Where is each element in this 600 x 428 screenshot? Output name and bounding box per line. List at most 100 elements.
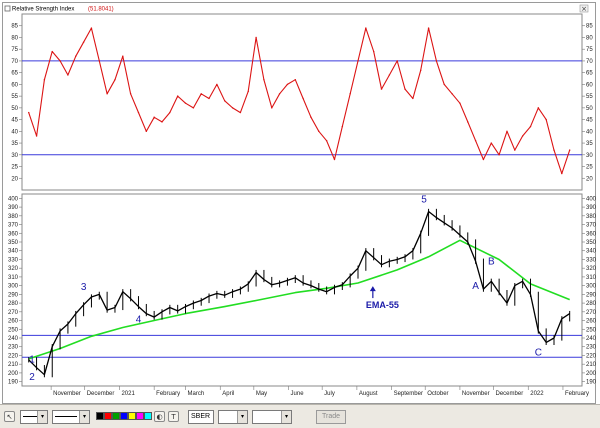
rsi-point bbox=[208, 97, 210, 100]
rsi-reference-lines bbox=[22, 60, 582, 156]
period-select[interactable]: ▾ bbox=[218, 410, 248, 424]
rsi-point bbox=[106, 93, 108, 95]
cursor-icon[interactable]: ↖ bbox=[4, 411, 15, 422]
wave-label: 2 bbox=[29, 372, 35, 383]
rsi-point bbox=[498, 154, 500, 156]
rsi-point bbox=[67, 74, 69, 76]
rsi-point bbox=[349, 93, 351, 95]
wave-label: 3 bbox=[81, 282, 87, 293]
wave-label: 4 bbox=[136, 314, 142, 325]
rsi-left-tick-label: 30 bbox=[11, 153, 18, 159]
rsi-left-tick-label: 55 bbox=[11, 94, 18, 100]
rsi-point bbox=[255, 36, 257, 39]
ema-series bbox=[28, 239, 570, 360]
rsi-point bbox=[474, 140, 477, 142]
rsi-left-tick-label: 25 bbox=[11, 165, 18, 171]
symbol-select[interactable]: SBER bbox=[188, 410, 214, 424]
rsi-point bbox=[43, 79, 46, 81]
date-tick-label: August bbox=[359, 391, 378, 397]
rsi-point bbox=[224, 100, 226, 102]
color-swatch[interactable] bbox=[136, 412, 144, 420]
rsi-panel bbox=[21, 13, 583, 191]
close-pane-button[interactable]: × bbox=[579, 4, 589, 13]
rsi-point bbox=[435, 60, 438, 62]
rsi-point bbox=[153, 116, 155, 118]
price-left-tick-label: 220 bbox=[8, 353, 19, 359]
rsi-title-checkbox[interactable] bbox=[4, 5, 11, 12]
date-tick-label: May bbox=[256, 391, 267, 397]
rsi-point bbox=[184, 102, 187, 104]
rsi-point bbox=[404, 88, 406, 90]
rsi-left-tick-label: 80 bbox=[11, 35, 18, 41]
trade-button[interactable]: Trade bbox=[316, 410, 346, 424]
price-right-tick-label: 310 bbox=[586, 275, 597, 281]
price-right-tick-label: 250 bbox=[586, 327, 597, 333]
rsi-point bbox=[568, 149, 571, 151]
rsi-right-tick-label: 50 bbox=[586, 106, 593, 112]
rsi-left-tick-label: 85 bbox=[11, 24, 18, 30]
price-right-tick-label: 320 bbox=[586, 266, 597, 272]
wave-annotations: 1 2 3 4 5 A B C EMA-55 bbox=[29, 195, 542, 383]
price-left-tick-label: 240 bbox=[8, 336, 19, 342]
close-icon: × bbox=[581, 5, 587, 13]
date-tick-label: June bbox=[291, 391, 305, 397]
chevron-down-icon: ▾ bbox=[37, 411, 47, 423]
wave-label: 5 bbox=[421, 195, 427, 206]
rsi-point bbox=[325, 140, 328, 142]
color-swatch[interactable] bbox=[104, 412, 112, 420]
wave-label: 1 bbox=[29, 354, 35, 365]
price-right-tick-label: 230 bbox=[586, 345, 597, 351]
rsi-point bbox=[216, 83, 218, 86]
color-swatch[interactable] bbox=[96, 412, 104, 420]
rsi-point bbox=[278, 93, 281, 95]
chevron-down-icon: ▾ bbox=[79, 411, 89, 423]
rsi-point bbox=[59, 60, 61, 62]
wave-label: A bbox=[472, 281, 479, 292]
rsi-left-tick-label: 65 bbox=[11, 71, 18, 77]
color-swatch[interactable] bbox=[120, 412, 128, 420]
color-swatch[interactable] bbox=[128, 412, 136, 420]
line-width-select[interactable]: ▾ bbox=[52, 410, 90, 424]
rsi-point bbox=[263, 79, 265, 81]
palette-icon[interactable]: ◐ bbox=[154, 411, 165, 422]
chevron-down-icon: ▾ bbox=[237, 411, 247, 423]
price-left-tick-label: 310 bbox=[8, 275, 19, 281]
rsi-point bbox=[145, 130, 148, 133]
symbol-value: SBER bbox=[191, 413, 211, 420]
rsi-title-label: Relative Strength Index bbox=[12, 7, 74, 13]
price-left-tick-label: 300 bbox=[8, 284, 19, 290]
date-tick-label: March bbox=[188, 391, 205, 397]
rsi-point bbox=[122, 55, 124, 57]
date-tick-label: December bbox=[496, 391, 524, 397]
color-swatch[interactable] bbox=[112, 412, 120, 420]
rsi-left-tick-label: 70 bbox=[11, 59, 18, 65]
price-right-tick-label: 200 bbox=[586, 371, 597, 377]
rsi-right-tick-label: 75 bbox=[586, 47, 593, 53]
rsi-left-tick-label: 35 bbox=[11, 141, 18, 147]
rsi-point bbox=[443, 83, 445, 86]
rsi-point bbox=[545, 118, 547, 121]
rsi-right-tick-label: 85 bbox=[586, 24, 593, 30]
date-tick-label: October bbox=[427, 391, 448, 397]
rsi-left-tick-label: 60 bbox=[11, 82, 18, 88]
price-left-tick-label: 260 bbox=[8, 319, 19, 325]
rsi-point bbox=[553, 149, 555, 151]
ema-line bbox=[28, 239, 570, 360]
line-style-select[interactable]: ▾ bbox=[20, 410, 48, 424]
price-right-tick-label: 190 bbox=[586, 380, 597, 386]
rsi-right-tick-label: 70 bbox=[586, 59, 593, 65]
date-tick-label: November bbox=[462, 391, 490, 397]
price-left-tick-label: 400 bbox=[8, 196, 19, 202]
price-right-tick-label: 220 bbox=[586, 353, 597, 359]
rsi-point bbox=[286, 83, 289, 86]
price-left-tick-label: 290 bbox=[8, 292, 19, 298]
rsi-point bbox=[514, 149, 516, 151]
wave-label: C bbox=[535, 347, 542, 358]
rsi-right-tick-label: 55 bbox=[586, 94, 593, 100]
price-right-tick-label: 400 bbox=[586, 196, 597, 202]
color-swatch[interactable] bbox=[144, 412, 152, 420]
rsi-point bbox=[192, 107, 195, 109]
timeframe-select[interactable]: ▾ bbox=[252, 410, 292, 424]
rsi-point bbox=[310, 116, 312, 118]
text-tool-icon[interactable]: T bbox=[168, 411, 179, 422]
